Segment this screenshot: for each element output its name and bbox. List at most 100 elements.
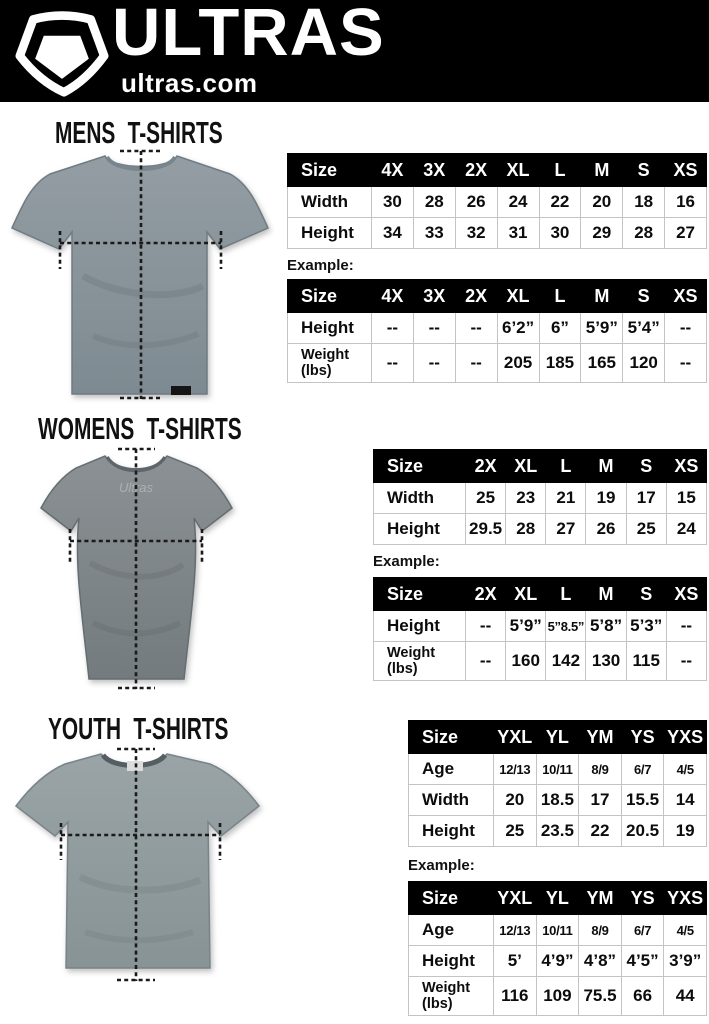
size-column-header: M (585, 449, 627, 483)
cell-value: 6” (538, 312, 582, 344)
size-column-header: S (625, 577, 667, 611)
cell-value: 4/5 (663, 914, 707, 946)
cell-value: 3’9” (663, 945, 707, 977)
youth-size-table: Size YXL YL YM YS YXS Age 12/13 10/11 8/9 6/7 4/5 Wi… (408, 720, 707, 847)
cell-value: 22 (538, 186, 582, 218)
cell-value: 6/7 (620, 753, 665, 785)
size-column-header: 2X (464, 449, 507, 483)
row-label: Weight (lbs) (287, 342, 372, 384)
size-label-header: Size (408, 881, 494, 915)
table-row: Age 12/13 10/11 8/9 6/7 4/5 (408, 753, 707, 785)
measurement-lines (58, 149, 223, 400)
cell-value: 5’3” (625, 610, 667, 642)
table-row: Age 12/13 10/11 8/9 6/7 4/5 (408, 914, 707, 946)
cell-value: 142 (545, 640, 587, 682)
cell-value: 6/7 (620, 914, 665, 946)
size-column-header: YS (620, 720, 665, 754)
cell-value: 165 (580, 342, 624, 384)
size-column-header: S (622, 279, 666, 313)
cell-value: 12/13 (493, 914, 537, 946)
mens-size-table: Size 4X 3X 2X XL L M S XS Width 30 28 26 24 22 20 18 16 He… (287, 153, 707, 249)
table-row: Width 25 23 21 19 17 15 (373, 482, 708, 514)
cell-value: -- (665, 610, 708, 642)
cell-value: -- (371, 342, 414, 384)
size-column-header: S (622, 153, 666, 187)
cell-value: 33 (412, 217, 456, 249)
cell-value: 66 (620, 975, 665, 1017)
cell-value: 120 (622, 342, 666, 384)
cell-value: 5’9” (505, 610, 547, 642)
cell-value: 29 (580, 217, 624, 249)
size-column-header: M (580, 153, 624, 187)
cell-value: 205 (496, 342, 540, 384)
size-column-header: XS (664, 279, 707, 313)
cell-value: 25 (464, 482, 507, 514)
brand-title: ULTRAS (112, 0, 385, 70)
youth-section-heading: YOUTH T-SHIRTS (48, 713, 229, 747)
size-column-header: S (625, 449, 667, 483)
cell-value: 34 (371, 217, 414, 249)
size-column-header: 2X (464, 577, 507, 611)
cell-value: 4’9” (535, 945, 580, 977)
row-label: Width (373, 482, 466, 514)
cell-value: 116 (493, 975, 537, 1017)
size-label-header: Size (287, 279, 372, 313)
cell-value: 27 (545, 513, 587, 545)
size-column-header: M (585, 577, 627, 611)
womens-example-table: Size 2X XL L M S XS Height -- 5’9” 5”8.5” 5’8” 5’3” -… (373, 577, 708, 682)
size-column-header: XL (496, 279, 540, 313)
row-label: Age (408, 914, 494, 946)
mens-example-table: Size 4X 3X 2X XL L M S XS Height -- -- -- 6’2” 6” 5’9” 5… (287, 279, 707, 384)
cell-value: 16 (664, 186, 707, 218)
size-label-header: Size (287, 153, 372, 187)
size-column-header: M (580, 279, 624, 313)
size-column-header: YL (535, 881, 580, 915)
size-column-header: 2X (454, 279, 498, 313)
size-label-header: Size (373, 577, 466, 611)
size-column-header: XS (665, 577, 708, 611)
table-row: Width 30 28 26 24 22 20 18 16 (287, 186, 707, 218)
cell-value: 75.5 (578, 975, 622, 1017)
size-column-header: 3X (412, 279, 456, 313)
measurement-lines (59, 747, 222, 982)
table-header-row: Size YXL YL YM YS YXS (408, 720, 707, 754)
row-label: Weight (lbs) (373, 640, 466, 682)
cell-value: 5’9” (580, 312, 624, 344)
cell-value: 25 (625, 513, 667, 545)
youth-tshirt-image (14, 747, 261, 982)
table-row: Width 20 18.5 17 15.5 14 (408, 784, 707, 816)
cell-value: 8/9 (578, 753, 622, 785)
size-column-header: 4X (371, 279, 414, 313)
cell-value: 22 (578, 815, 622, 847)
table-header-row: Size 2X XL L M S XS (373, 577, 708, 611)
cell-value: 18.5 (535, 784, 580, 816)
cell-value: 31 (496, 217, 540, 249)
table-row: Height 29.5 28 27 26 25 24 (373, 513, 708, 545)
cell-value: -- (412, 342, 456, 384)
row-label: Height (287, 217, 372, 249)
table-header-row: Size 4X 3X 2X XL L M S XS (287, 153, 707, 187)
cell-value: 30 (538, 217, 582, 249)
cell-value: 19 (663, 815, 707, 847)
row-label: Height (408, 815, 494, 847)
cell-value: 23.5 (535, 815, 580, 847)
cell-value: 160 (505, 640, 547, 682)
cell-value: 15 (665, 482, 708, 514)
cell-value: 17 (578, 784, 622, 816)
size-column-header: 4X (371, 153, 414, 187)
size-column-header: YXS (663, 881, 707, 915)
size-column-header: YL (535, 720, 580, 754)
cell-value: 109 (535, 975, 580, 1017)
size-column-header: 3X (412, 153, 456, 187)
size-column-header: YM (578, 881, 622, 915)
cell-value: 19 (585, 482, 627, 514)
cell-value: 6’2” (496, 312, 540, 344)
cell-value: 25 (493, 815, 537, 847)
table-row: Height 34 33 32 31 30 29 28 27 (287, 217, 707, 249)
cell-value: 18 (622, 186, 666, 218)
cell-value: 12/13 (493, 753, 537, 785)
row-label: Weight (lbs) (408, 975, 494, 1017)
cell-value: 10/11 (535, 914, 580, 946)
size-column-header: YM (578, 720, 622, 754)
